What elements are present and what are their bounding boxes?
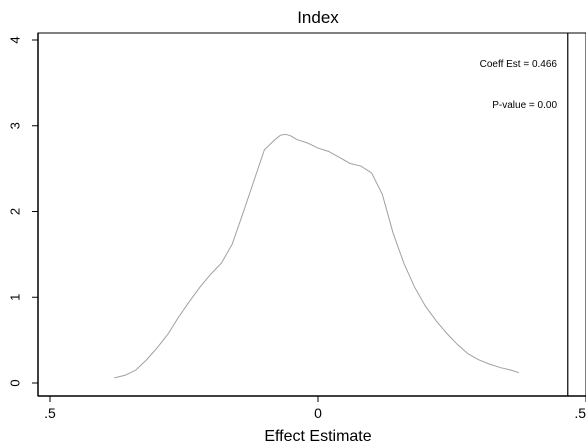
annotation-p-value: P-value = 0.00 bbox=[492, 100, 557, 111]
x-tick-label: .5 bbox=[44, 405, 56, 421]
x-tick-label: .5 bbox=[574, 405, 586, 421]
y-tick-label: 2 bbox=[7, 208, 22, 215]
y-tick-label: 4 bbox=[7, 36, 22, 43]
plot-frame bbox=[37, 32, 586, 397]
y-axis: 0 1 2 3 4 bbox=[7, 33, 39, 396]
y-tick-label: 0 bbox=[7, 379, 22, 386]
chart-title: Index bbox=[297, 8, 339, 27]
y-tick-label: 3 bbox=[7, 122, 22, 129]
density-curve bbox=[114, 133, 520, 379]
x-axis-label: Effect Estimate bbox=[264, 428, 371, 445]
annotation-coeff-est: Coeff Est = 0.466 bbox=[480, 59, 558, 70]
x-axis: .5 0 .5 bbox=[38, 395, 586, 421]
x-tick-label: 0 bbox=[314, 405, 322, 421]
y-tick-label: 1 bbox=[7, 294, 22, 301]
